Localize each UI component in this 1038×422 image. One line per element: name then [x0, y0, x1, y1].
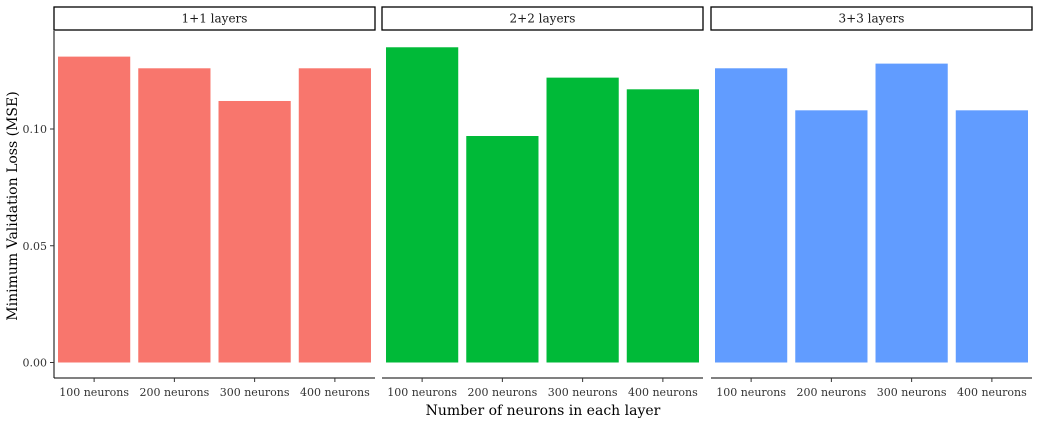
bar	[298, 68, 371, 363]
panel-2: 2+2 layers 100 neurons 200 neurons 300 neur…	[381, 6, 704, 399]
facet-strip	[710, 6, 1033, 31]
x-tick-label: 400 neurons	[628, 386, 698, 399]
bar	[715, 68, 788, 363]
x-tick-label: 100 neurons	[716, 386, 786, 399]
y-tick-label: 0.10	[23, 123, 48, 136]
x-tick-label: 200 neurons	[796, 386, 866, 399]
x-tick-label: 200 neurons	[467, 386, 537, 399]
x-tick-label: 200 neurons	[139, 386, 209, 399]
facet-strip-label: 2+2 layers	[510, 12, 576, 26]
x-tick-label: 300 neurons	[220, 386, 290, 399]
bar	[955, 110, 1028, 363]
x-tick-label: 400 neurons	[957, 386, 1027, 399]
bar	[218, 100, 291, 363]
x-tick-label: 300 neurons	[548, 386, 618, 399]
y-axis-title: Minimum Validation Loss (MSE)	[5, 91, 21, 320]
bar	[58, 56, 131, 363]
x-axis-title: Number of neurons in each layer	[426, 403, 661, 419]
y-axis: 0.00 0.05 0.10	[23, 31, 55, 378]
bar	[546, 77, 619, 363]
facet-strip-label: 1+1 layers	[182, 12, 248, 26]
x-tick-label: 300 neurons	[877, 386, 947, 399]
y-tick-label: 0.00	[23, 357, 48, 370]
bar	[466, 136, 539, 363]
x-tick-label: 400 neurons	[300, 386, 370, 399]
bar	[626, 89, 699, 363]
bar	[138, 68, 211, 363]
panel-1: 1+1 layers 100 neurons 200 neurons 300 neur…	[53, 6, 376, 399]
x-tick-label: 100 neurons	[59, 386, 129, 399]
y-tick-label: 0.05	[23, 240, 48, 253]
facet-strip	[381, 6, 704, 31]
panel-3: 3+3 layers 100 neurons 200 neurons 300 neur…	[710, 6, 1033, 399]
bar	[795, 110, 868, 363]
x-tick-label: 100 neurons	[387, 386, 457, 399]
chart-panels: 1+1 layers 100 neurons 200 neurons 300 neur…	[53, 6, 1033, 399]
bar	[875, 63, 948, 363]
bar	[386, 47, 459, 363]
facet-strip-label: 3+3 layers	[839, 12, 905, 26]
facet-strip	[53, 6, 376, 31]
